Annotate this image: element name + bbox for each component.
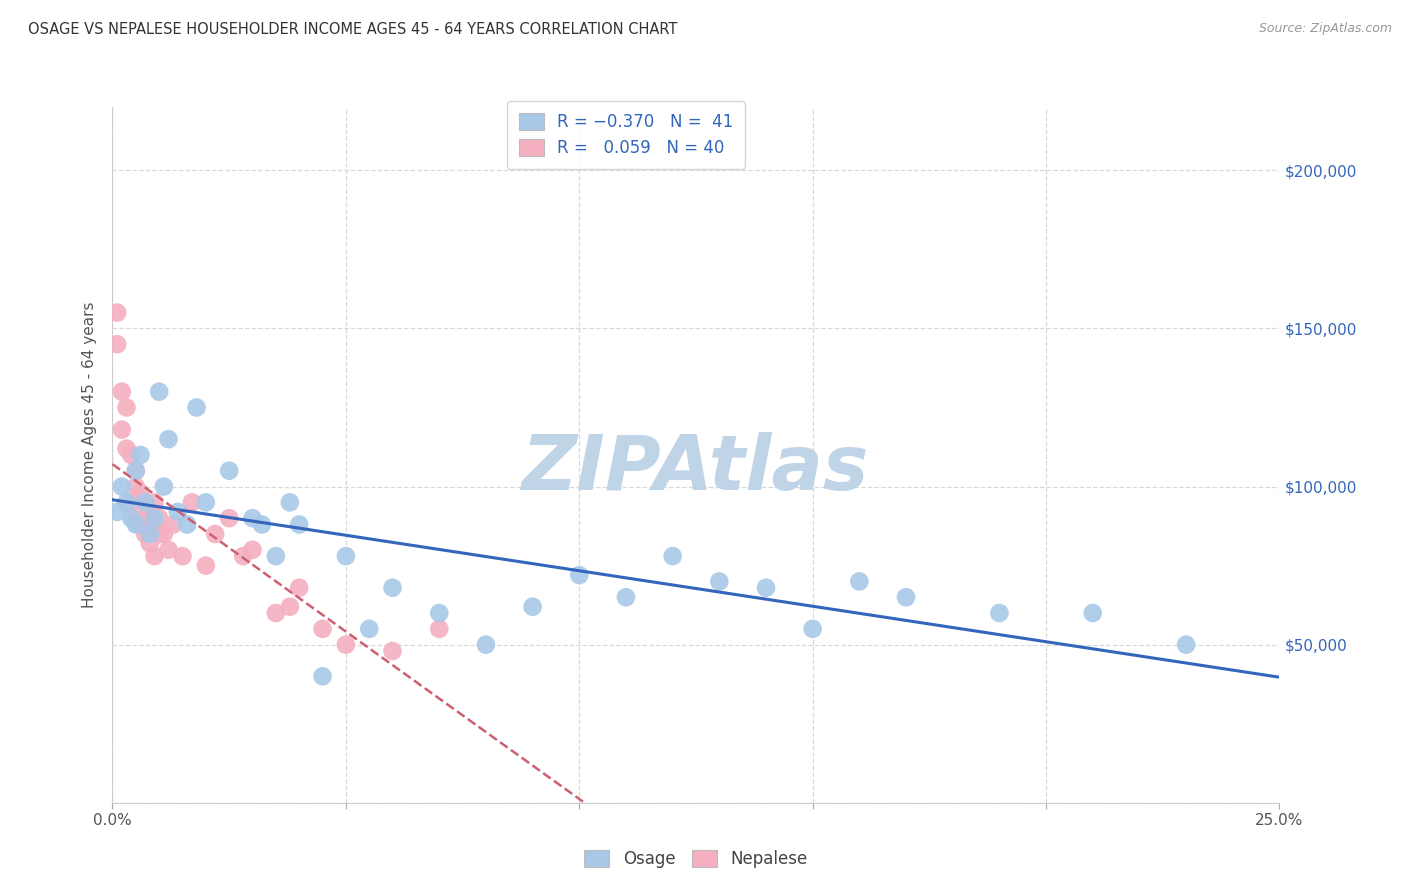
Point <box>139 517 162 532</box>
Point <box>172 549 194 563</box>
Point <box>120 495 142 509</box>
Point <box>148 384 170 399</box>
Point <box>755 581 778 595</box>
Point <box>288 581 311 595</box>
Point <box>134 511 156 525</box>
Point <box>894 591 917 605</box>
Point <box>427 606 450 620</box>
Point <box>180 495 202 509</box>
Point <box>125 464 148 478</box>
Point <box>143 511 166 525</box>
Point <box>194 558 217 573</box>
Point <box>232 549 254 563</box>
Point <box>125 517 148 532</box>
Point <box>335 549 357 563</box>
Point <box>129 517 152 532</box>
Point <box>111 384 134 399</box>
Point <box>848 574 870 589</box>
Point <box>242 542 264 557</box>
Text: OSAGE VS NEPALESE HOUSEHOLDER INCOME AGES 45 - 64 YEARS CORRELATION CHART: OSAGE VS NEPALESE HOUSEHOLDER INCOME AGE… <box>28 22 678 37</box>
Point <box>105 305 128 319</box>
Point <box>105 337 128 351</box>
Point <box>139 536 162 550</box>
Point <box>129 448 152 462</box>
Point <box>288 517 311 532</box>
Point <box>139 505 162 519</box>
Point <box>218 511 240 525</box>
Point <box>148 527 170 541</box>
Point <box>125 464 148 478</box>
Point <box>111 423 134 437</box>
Point <box>153 527 176 541</box>
Point <box>115 495 138 509</box>
Point <box>218 464 240 478</box>
Point <box>125 511 148 525</box>
Point <box>614 591 637 605</box>
Legend: Osage, Nepalese: Osage, Nepalese <box>578 843 814 874</box>
Point <box>475 638 498 652</box>
Point <box>264 549 287 563</box>
Point <box>568 568 591 582</box>
Point <box>111 479 134 493</box>
Point <box>204 527 226 541</box>
Point <box>186 401 208 415</box>
Point <box>148 511 170 525</box>
Point <box>381 581 404 595</box>
Point <box>162 517 184 532</box>
Point <box>801 622 824 636</box>
Point <box>194 495 217 509</box>
Point <box>176 517 198 532</box>
Point <box>157 432 180 446</box>
Point <box>278 599 301 614</box>
Text: ZIPAtlas: ZIPAtlas <box>522 432 870 506</box>
Point <box>988 606 1011 620</box>
Point <box>115 442 138 456</box>
Y-axis label: Householder Income Ages 45 - 64 years: Householder Income Ages 45 - 64 years <box>82 301 97 608</box>
Point <box>278 495 301 509</box>
Point <box>522 599 544 614</box>
Point <box>134 495 156 509</box>
Point <box>709 574 731 589</box>
Point <box>143 495 166 509</box>
Point <box>311 622 333 636</box>
Point <box>1081 606 1104 620</box>
Point <box>157 542 180 557</box>
Point <box>105 505 128 519</box>
Point <box>153 479 176 493</box>
Point <box>335 638 357 652</box>
Point <box>661 549 683 563</box>
Point <box>359 622 381 636</box>
Point <box>125 479 148 493</box>
Point <box>242 511 264 525</box>
Point <box>139 527 162 541</box>
Point <box>166 505 188 519</box>
Point <box>427 622 450 636</box>
Point <box>381 644 404 658</box>
Point <box>120 511 142 525</box>
Point <box>143 549 166 563</box>
Point <box>120 448 142 462</box>
Point <box>311 669 333 683</box>
Point <box>134 527 156 541</box>
Point <box>264 606 287 620</box>
Point <box>129 486 152 500</box>
Text: Source: ZipAtlas.com: Source: ZipAtlas.com <box>1258 22 1392 36</box>
Point <box>1175 638 1198 652</box>
Point <box>115 401 138 415</box>
Point <box>250 517 273 532</box>
Point <box>134 495 156 509</box>
